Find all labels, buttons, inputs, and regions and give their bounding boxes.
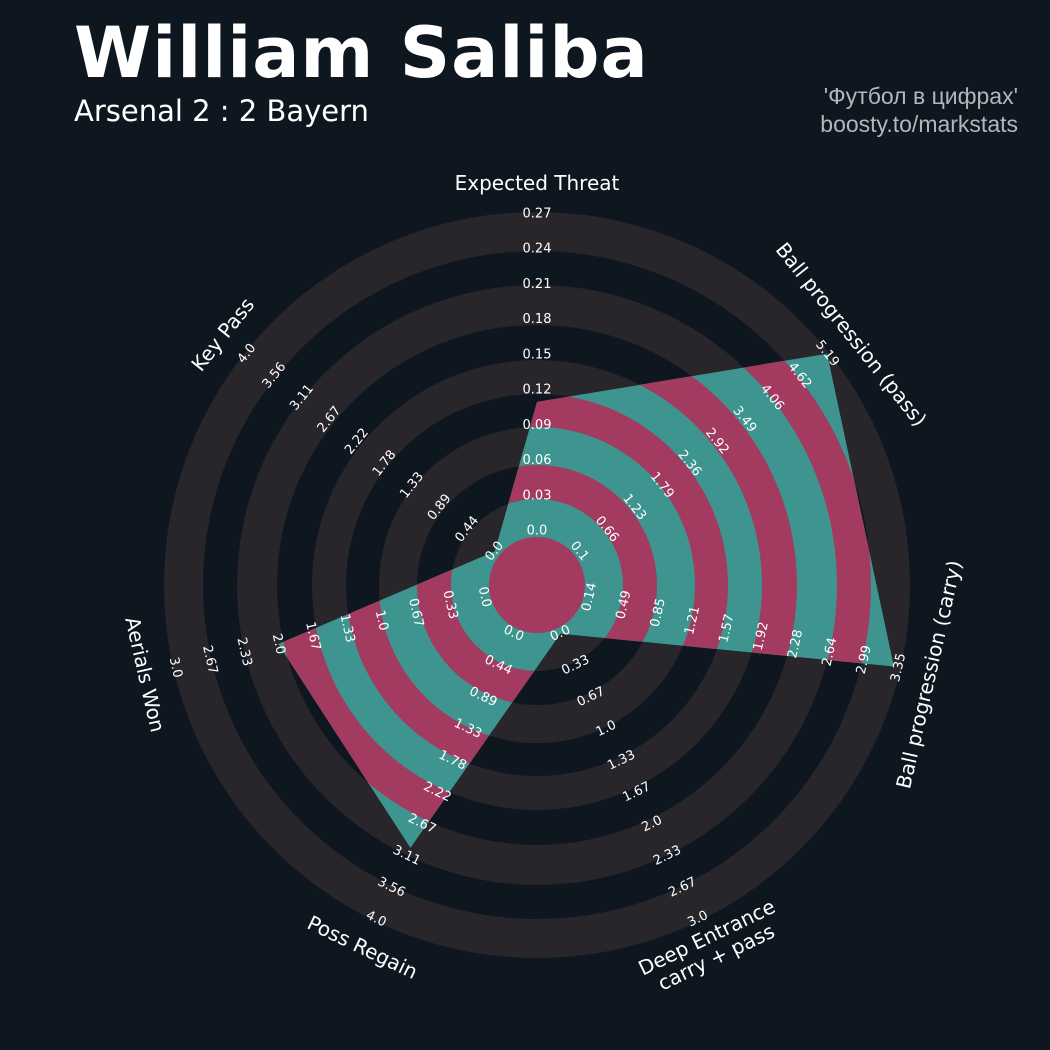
match-subtitle: Arsenal 2 : 2 Bayern [74, 94, 369, 128]
tick-label: 2.67 [199, 644, 220, 676]
tick-label: 0.12 [523, 383, 552, 398]
tick-label: 2.33 [233, 636, 254, 668]
tick-label: 0.27 [523, 207, 552, 222]
tick-label: 0.15 [523, 347, 552, 362]
radar-area [278, 353, 894, 848]
param-label: Expected Threat [455, 171, 620, 195]
tick-label: 2.99 [854, 644, 875, 676]
tick-label: 0.21 [523, 277, 552, 292]
tick-label: 3.35 [888, 652, 909, 684]
param-label: Aerials Won [120, 614, 170, 734]
tick-label: 0.85 [648, 597, 669, 629]
tick-label: 3.0 [166, 656, 185, 680]
player-name-title: William Saliba [74, 12, 649, 94]
tick-label: 0.06 [523, 453, 552, 468]
tick-label: 1.21 [682, 605, 703, 637]
tick-label: 0.18 [523, 312, 552, 327]
credit-url: boosty.to/markstats [820, 111, 1018, 137]
tick-label: 2.64 [819, 636, 840, 668]
credit: 'Футбол в цифрах' boosty.to/markstats [820, 82, 1018, 138]
param-label-line: Aerials Won [120, 614, 170, 734]
tick-label: 0.24 [523, 242, 552, 257]
tick-label: 0.0 [475, 585, 494, 609]
tick-label: 0.49 [613, 589, 634, 621]
tick-label: 0.0 [527, 524, 548, 539]
tick-label: 1.0 [372, 609, 391, 633]
tick-label: 0.67 [405, 597, 426, 629]
param-label-line: Expected Threat [455, 171, 620, 195]
tick-label: 0.33 [439, 589, 460, 621]
tick-label: 2.0 [269, 632, 288, 656]
tick-label: 1.33 [336, 613, 357, 645]
tick-label: 0.09 [523, 418, 552, 433]
tick-label: 1.92 [751, 620, 772, 652]
tick-label: 2.28 [785, 628, 806, 660]
tick-label: 0.14 [579, 581, 600, 613]
center-circle [489, 537, 585, 633]
tick-label: 1.57 [716, 613, 737, 645]
tick-label: 0.03 [523, 488, 552, 503]
tick-label: 1.67 [302, 620, 323, 652]
credit-channel: 'Футбол в цифрах' [823, 83, 1018, 109]
